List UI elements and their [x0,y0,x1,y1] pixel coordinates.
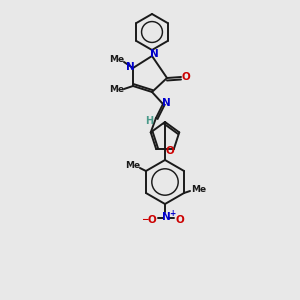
Text: O: O [165,146,174,156]
Text: N: N [150,49,158,59]
Text: −: − [141,214,149,224]
Text: N: N [162,98,170,108]
Text: O: O [176,215,184,225]
Text: Me: Me [110,56,124,64]
Text: O: O [148,215,156,225]
Text: Me: Me [191,184,207,194]
Text: O: O [182,72,190,82]
Text: Me: Me [125,160,140,169]
Text: N: N [162,212,170,222]
Text: N: N [126,62,134,72]
Text: Me: Me [110,85,124,94]
Text: +: + [169,209,175,218]
Text: H: H [145,116,153,126]
